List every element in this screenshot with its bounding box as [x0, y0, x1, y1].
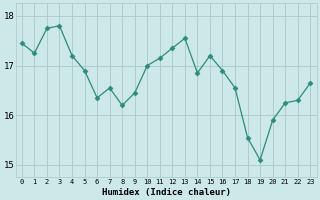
X-axis label: Humidex (Indice chaleur): Humidex (Indice chaleur) [101, 188, 231, 197]
